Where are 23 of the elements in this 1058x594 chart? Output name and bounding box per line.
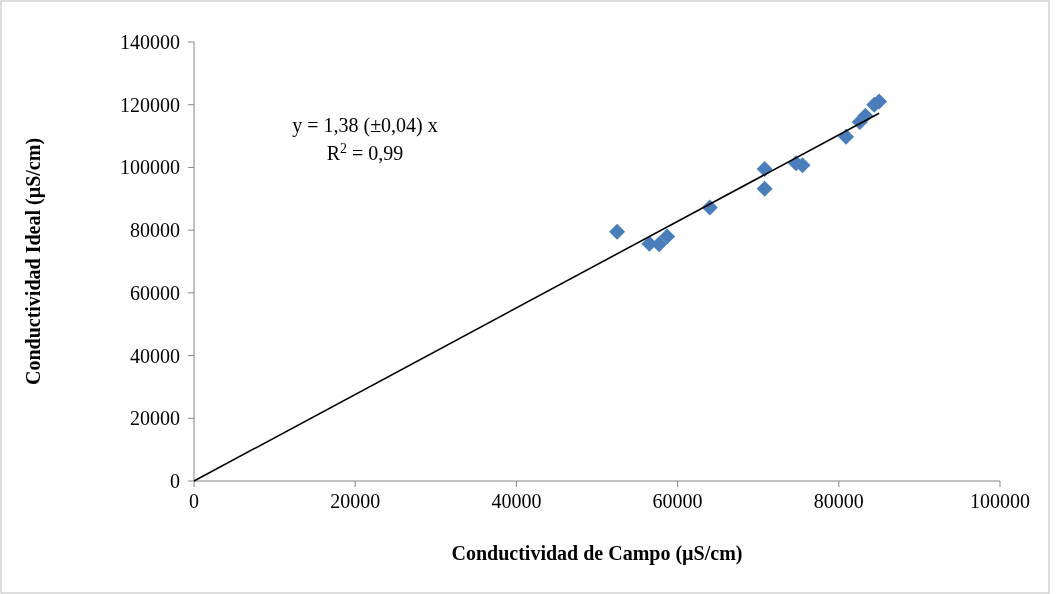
annotation: R$^{2}$ = 0,99 bbox=[326, 140, 404, 164]
annotation: y = 1,38 (±0,04) x bbox=[292, 114, 438, 137]
y-tick-label: 100000 bbox=[120, 156, 180, 179]
x-tick-label: 100000 bbox=[970, 490, 1030, 512]
x-tick-label: 60000 bbox=[652, 490, 703, 512]
point bbox=[609, 223, 626, 240]
y-tick-label: 60000 bbox=[130, 281, 180, 304]
y-tick-label: 0 bbox=[170, 470, 180, 492]
x-tick-label: 20000 bbox=[330, 490, 381, 512]
point bbox=[838, 128, 855, 145]
x-axis-title: Conductividad de Campo (µS/cm) bbox=[451, 542, 743, 565]
x-tick-label: 80000 bbox=[813, 490, 864, 512]
y-tick-label: 20000 bbox=[130, 407, 180, 430]
point bbox=[756, 180, 773, 197]
y-tick-label: 80000 bbox=[130, 219, 180, 242]
x-tick-label: 0 bbox=[189, 490, 199, 512]
point bbox=[659, 228, 676, 245]
point bbox=[756, 161, 773, 177]
x-tick-label: 40000 bbox=[491, 490, 542, 512]
y-tick-label: 140000 bbox=[120, 31, 180, 53]
y-axis-title: Conductividad Ideal (µS/cm) bbox=[22, 137, 45, 386]
y-tick-label: 40000 bbox=[130, 344, 180, 367]
y-tick-label: 120000 bbox=[120, 93, 180, 116]
